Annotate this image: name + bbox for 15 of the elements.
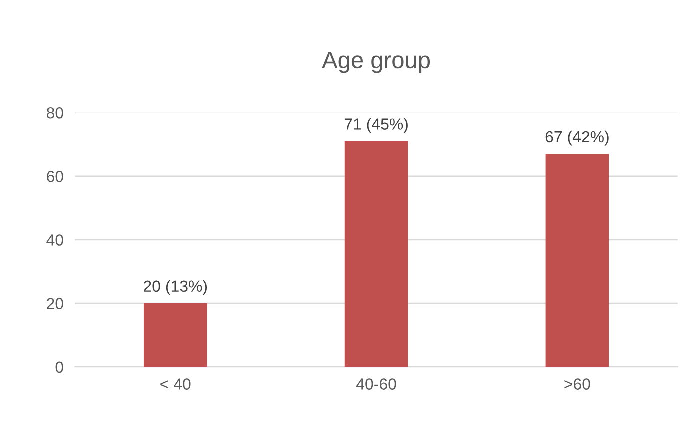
bar xyxy=(144,304,208,368)
y-tick-label: 80 xyxy=(46,107,64,119)
bar xyxy=(344,141,408,368)
data-label: 20 (13%) xyxy=(144,280,208,296)
data-label: 67 (42%) xyxy=(546,130,609,146)
x-tick-label: >60 xyxy=(564,378,590,390)
y-tick-label: 20 xyxy=(47,298,64,310)
x-tick-label: 40-60 xyxy=(356,378,396,390)
bar xyxy=(546,154,610,368)
y-tick-label: 0 xyxy=(56,362,64,374)
chart-title: Age group xyxy=(322,52,430,74)
x-tick-label: < 40 xyxy=(160,378,191,390)
data-label: 71 (45%) xyxy=(344,118,408,134)
y-tick-label: 60 xyxy=(47,171,64,182)
y-tick-label: 40 xyxy=(46,234,64,246)
